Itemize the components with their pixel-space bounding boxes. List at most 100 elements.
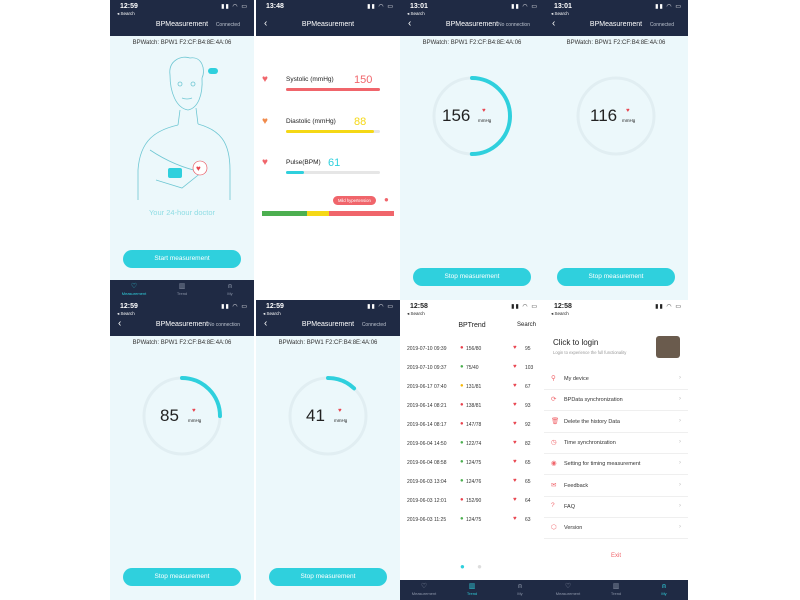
connection-status: Connected (361, 322, 386, 328)
reading-unit: mmHg (188, 418, 202, 423)
back-to-search[interactable]: ◂ Search (117, 311, 135, 316)
progress-ring (142, 376, 222, 456)
bp-drop-icon: ● (460, 345, 464, 351)
stop-measurement-button[interactable]: Stop measurement (413, 268, 531, 286)
back-arrow-icon[interactable]: ‹ (264, 318, 268, 329)
tab-my[interactable]: ⍝ My (206, 280, 254, 300)
menu-item[interactable]: ? FAQ › (544, 497, 688, 518)
tab-trend[interactable]: ▥ Trend (448, 580, 496, 600)
device-id: BPWatch: BPW1 F2:CF:B4:8E:4A:06 (278, 340, 378, 346)
trend-row[interactable]: 2019-06-03 13:04 ● 124/76 ♥ 65 (400, 473, 544, 492)
progress-ring (432, 76, 512, 156)
tab-label: Measurement (555, 591, 581, 596)
menu-item[interactable]: ⚲ My device › (544, 369, 688, 390)
trend-row[interactable]: 2019-06-17 07:40 ● 131/81 ♥ 67 (400, 378, 544, 397)
status-icons: ▮▮ ◠ ▭ (221, 4, 248, 10)
tab-my[interactable]: ⍝ My (496, 580, 544, 600)
header-bar: 13:01 ◂ Search ▮▮ ◠ ▭ ‹ BPMeasurement Co… (544, 0, 688, 36)
tab-measurement[interactable]: ♡ Measurement (544, 580, 592, 600)
tab-label: Trend (176, 291, 188, 296)
stop-measurement-button[interactable]: Stop measurement (123, 568, 241, 586)
start-measurement-button[interactable]: Start measurement (123, 250, 241, 268)
trend-row[interactable]: 2019-06-14 08:21 ● 138/81 ♥ 93 (400, 397, 544, 416)
back-to-search[interactable]: ◂ Search (407, 11, 425, 16)
login-link[interactable]: Click to login (553, 338, 599, 347)
header-bar: 12:58 ◂ Search ▮▮ ◠ ▭ BPTrend Search (400, 300, 544, 336)
panel-my: 12:58 ◂ Search ▮▮ ◠ ▭ Click to login Log… (544, 300, 688, 600)
tab-measurement[interactable]: ♡ Measurement (110, 280, 158, 300)
row-pulse: 64 (525, 498, 531, 504)
tab-label: My (517, 591, 523, 596)
device-id: BPWatch: BPW1 F2:CF:B4:8E:4A:06 (132, 340, 232, 346)
tab-bar: ♡ Measurement ▥ Trend ⍝ My (544, 580, 688, 600)
exit-button[interactable]: Exit (610, 553, 621, 559)
trend-row[interactable]: 2019-06-03 12:01 ● 152/90 ♥ 64 (400, 492, 544, 511)
tab-trend[interactable]: ▥ Trend (592, 580, 640, 600)
header-bar: 12:59 ◂ Search ▮▮ ◠ ▭ BPMeasurement Conn… (110, 0, 254, 36)
bp-drop-icon: ● (460, 497, 464, 503)
bar-chart-icon: ▥ (468, 583, 476, 590)
bp-drop-icon: ● (460, 478, 464, 484)
menu-item[interactable]: ◉ Setting for timing measurement › (544, 454, 688, 476)
stop-measurement-button[interactable]: Stop measurement (557, 268, 675, 286)
row-date: 2019-06-04 14:50 (407, 441, 447, 447)
row-bp: 124/76 (466, 479, 482, 485)
timer-icon: ◉ (551, 460, 557, 468)
clock: 12:59 (120, 303, 138, 310)
back-arrow-icon[interactable]: ‹ (264, 18, 268, 29)
row-date: 2019-06-03 12:01 (407, 498, 447, 504)
tagline: Your 24-hour doctor (148, 208, 216, 217)
reading-value: 116 (590, 106, 618, 125)
status-icons: ▮▮ ◠ ▭ (511, 304, 538, 310)
back-to-search[interactable]: ◂ Search (551, 311, 569, 316)
ring-progress (432, 76, 512, 156)
heart-icon: ♥ (513, 421, 517, 427)
status-icons: ▮▮ ◠ ▭ (367, 304, 394, 310)
heart-pulse-icon: ♡ (564, 583, 572, 590)
tab-my[interactable]: ⍝ My (640, 580, 688, 600)
menu-label: My device (564, 376, 589, 382)
back-arrow-icon[interactable]: ‹ (408, 18, 412, 29)
tab-measurement[interactable]: ♡ Measurement (400, 580, 448, 600)
menu-item[interactable]: 🗑 Delete the history Data › (544, 412, 688, 433)
trend-row[interactable]: 2019-06-04 14:50 ● 122/74 ♥ 82 (400, 435, 544, 454)
row-bp: 156/80 (466, 346, 482, 352)
back-to-search[interactable]: ◂ Search (407, 311, 425, 316)
search-link[interactable]: Search (516, 322, 536, 328)
trend-row[interactable]: 2019-07-10 09:39 ● 156/80 ♥ 95 (400, 340, 544, 359)
tab-trend[interactable]: ▥ Trend (158, 280, 206, 300)
trend-row[interactable]: 2019-06-14 08:17 ● 147/78 ♥ 92 (400, 416, 544, 435)
menu-item[interactable]: ⟳ BPData synchronization › (544, 390, 688, 412)
login-subtitle: Login to experience the full functionali… (553, 350, 627, 355)
heart-icon: ♥ (192, 408, 196, 414)
menu-item[interactable]: ⬡ Version › (544, 518, 688, 540)
menu-item[interactable]: ◷ Time synchronization › (544, 433, 688, 454)
row-pulse: 63 (525, 517, 531, 523)
ring-track (576, 76, 656, 156)
chevron-right-icon: › (679, 502, 681, 509)
back-to-search[interactable]: ◂ Search (117, 11, 135, 16)
reading-value: 85 (160, 406, 179, 425)
connection-status: Connected (215, 22, 240, 28)
back-arrow-icon[interactable]: ‹ (552, 18, 556, 29)
person-icon: ⍝ (517, 583, 523, 590)
chat-bubble-icon[interactable]: ● (384, 195, 389, 204)
clock-icon: ◷ (551, 438, 557, 446)
stop-measurement-button[interactable]: Stop measurement (269, 568, 387, 586)
trend-row[interactable]: 2019-07-10 09:37 ● 75/40 ♥ 103 (400, 359, 544, 378)
heart-icon: ♥ (513, 345, 517, 351)
progress-ring (576, 76, 656, 156)
trend-row[interactable]: 2019-06-03 11:25 ● 124/75 ♥ 63 (400, 511, 544, 530)
heart-icon: ♥ (513, 440, 517, 446)
menu-item[interactable]: ✉ Feedback › (544, 476, 688, 497)
device-avatar[interactable] (656, 336, 680, 358)
trend-row[interactable]: 2019-06-04 08:58 ● 124/75 ♥ 65 (400, 454, 544, 473)
row-bp: 138/81 (466, 403, 482, 409)
link-icon: ⚲ (551, 375, 556, 382)
back-to-search[interactable]: ◂ Search (551, 11, 569, 16)
row-date: 2019-07-10 09:39 (407, 346, 447, 352)
back-to-search[interactable]: ◂ Search (263, 311, 281, 316)
header-bar: 12:58 ◂ Search ▮▮ ◠ ▭ (544, 300, 688, 336)
back-arrow-icon[interactable]: ‹ (118, 318, 122, 329)
row-date: 2019-06-17 07:40 (407, 384, 447, 390)
